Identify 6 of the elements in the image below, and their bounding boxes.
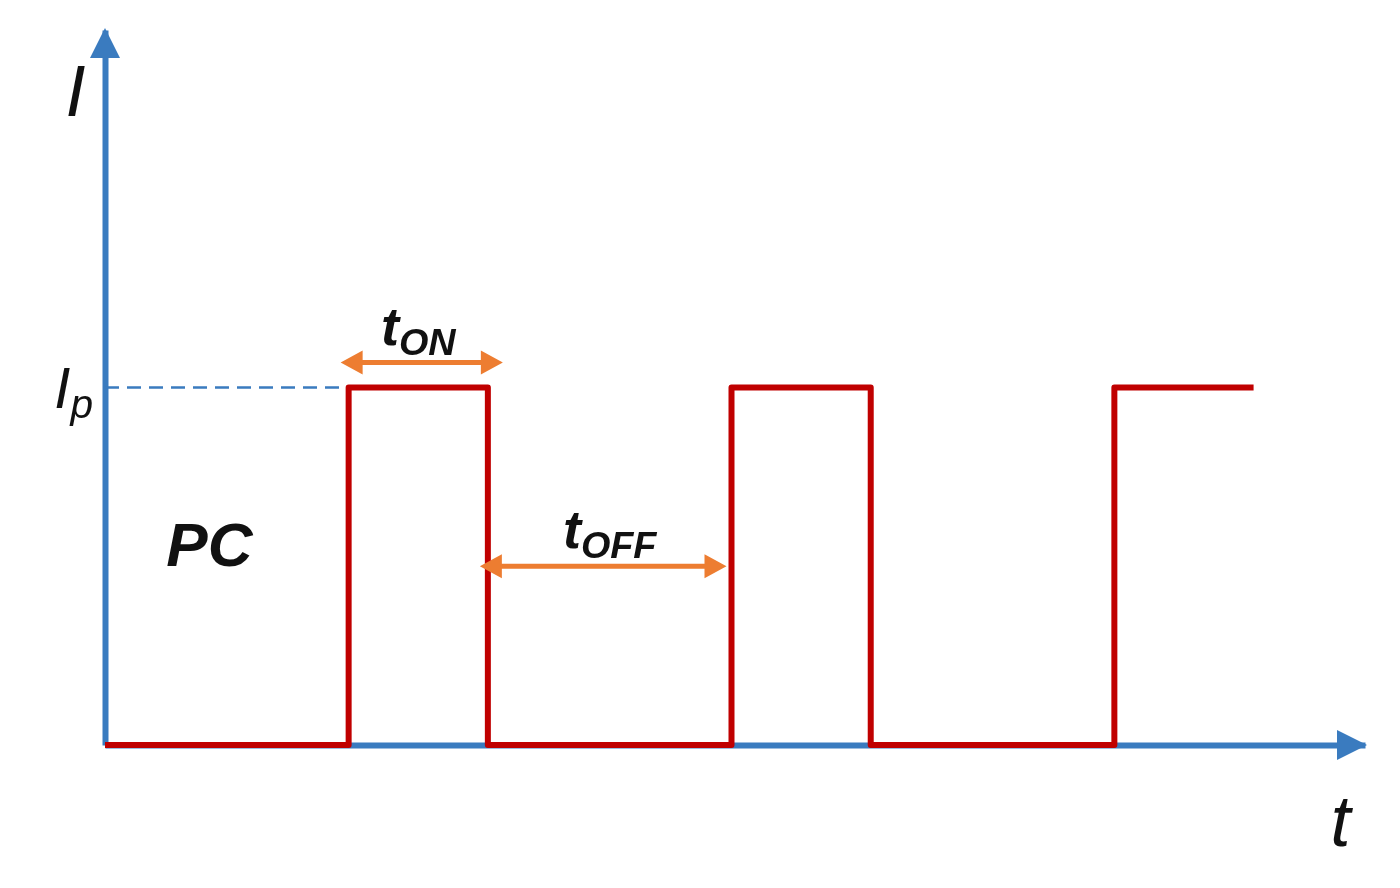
annotation: t$_{OFF}$ — [562, 499, 658, 566]
x-axis-title: t — [1330, 780, 1354, 861]
y-axis-title: I — [65, 50, 86, 131]
text: t$_{ON}$ — [380, 295, 457, 362]
ref-line-label: I$_{p}$ — [54, 354, 93, 427]
annotation: PC — [166, 510, 254, 580]
